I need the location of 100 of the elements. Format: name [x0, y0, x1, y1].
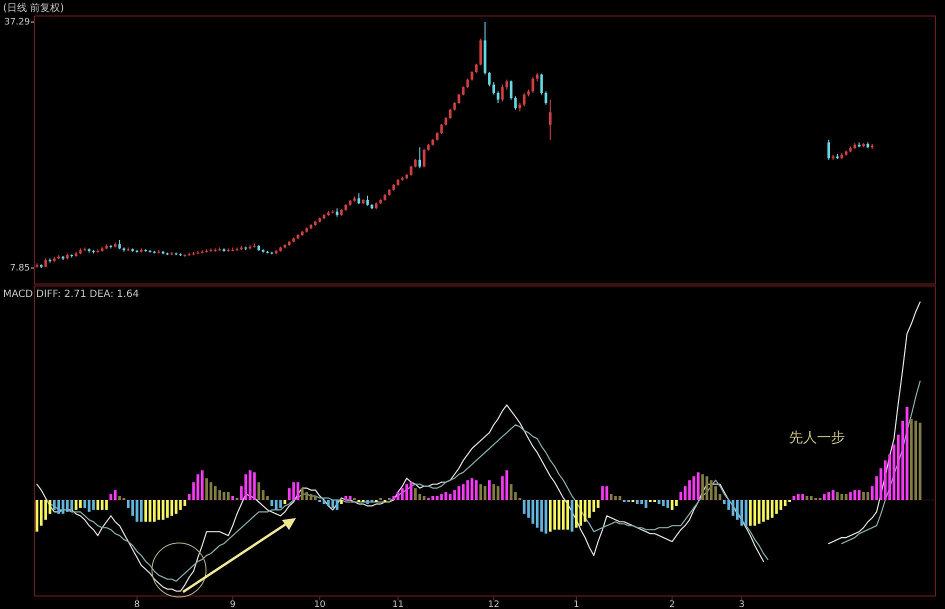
bar [810, 496, 813, 500]
bar [336, 500, 338, 510]
bar [110, 494, 112, 500]
bar [331, 500, 334, 508]
bar [52, 500, 56, 510]
bar [601, 486, 604, 500]
bar [436, 496, 439, 500]
bar [474, 480, 478, 500]
bar [558, 500, 560, 530]
bar [732, 500, 734, 516]
bar [396, 492, 400, 500]
bar [536, 500, 539, 528]
bar [448, 494, 452, 500]
bar [257, 482, 260, 500]
bar [566, 500, 570, 530]
bar [688, 480, 691, 500]
x-tick-label: 1 [574, 600, 580, 609]
bar [244, 474, 248, 500]
bar [605, 486, 608, 500]
bar [796, 494, 800, 500]
bar [340, 500, 343, 504]
bar [636, 500, 639, 504]
bar [414, 488, 417, 500]
bar [62, 500, 64, 514]
bar [644, 500, 648, 508]
bar [231, 496, 234, 500]
y-tick-label: 7.85 [10, 263, 30, 274]
bar [701, 474, 704, 500]
bar [744, 500, 748, 526]
bar [696, 472, 700, 500]
bar [884, 460, 887, 500]
bar [405, 484, 408, 500]
x-tick-label: 11 [392, 600, 404, 609]
bar [179, 500, 182, 510]
bar [240, 486, 243, 500]
bar [148, 500, 152, 522]
y-tick-label: 37.29 [4, 17, 30, 28]
bar [126, 500, 130, 508]
x-tick-label: 12 [488, 600, 500, 609]
bar [279, 500, 282, 508]
bar [548, 500, 552, 532]
bar [766, 500, 770, 520]
bar [910, 418, 913, 500]
bar [844, 494, 848, 500]
bar [140, 500, 143, 522]
bar [775, 500, 778, 514]
bar [792, 496, 796, 500]
bar [770, 500, 774, 518]
bar [836, 492, 839, 500]
bar [832, 490, 834, 500]
bar [488, 480, 491, 500]
bar [157, 500, 160, 520]
bar [492, 484, 496, 500]
bar [105, 500, 108, 510]
bar [226, 492, 230, 500]
bar [440, 494, 443, 500]
bar [392, 496, 396, 500]
bar [200, 470, 204, 500]
bar [596, 500, 600, 508]
bar [114, 490, 117, 500]
bar [801, 494, 804, 500]
bar [410, 482, 412, 500]
chart-title: (日线 前复权) [3, 2, 64, 14]
bar [823, 494, 826, 500]
bar [749, 500, 752, 526]
bar [431, 496, 434, 500]
bar [722, 500, 726, 504]
bar [83, 500, 86, 508]
bar [853, 490, 856, 500]
bar [470, 478, 474, 500]
bar [914, 420, 918, 500]
bar [827, 492, 830, 500]
bar [614, 496, 617, 500]
bar [57, 500, 60, 514]
bar [710, 480, 713, 500]
bar [170, 500, 174, 516]
bar [100, 500, 104, 510]
bar [70, 500, 74, 510]
bar [858, 490, 861, 500]
bar [144, 500, 148, 522]
bar [214, 486, 217, 500]
bar [496, 486, 500, 500]
bar [679, 492, 682, 500]
bar [896, 434, 900, 500]
bar [666, 500, 670, 508]
bar [522, 500, 526, 514]
x-tick-label: 2 [669, 600, 675, 609]
bar [579, 500, 582, 526]
bar [222, 492, 226, 500]
bar [36, 500, 38, 532]
bar [310, 494, 312, 500]
bar [740, 500, 744, 526]
bar [479, 484, 482, 500]
bar [562, 500, 565, 530]
bar [422, 496, 426, 500]
bar [348, 496, 352, 500]
bar [840, 494, 844, 500]
bar [762, 500, 765, 522]
x-tick-label: 10 [314, 600, 326, 609]
chart-title: MACD DIFF: 2.71 DEA: 1.64 [3, 289, 140, 300]
